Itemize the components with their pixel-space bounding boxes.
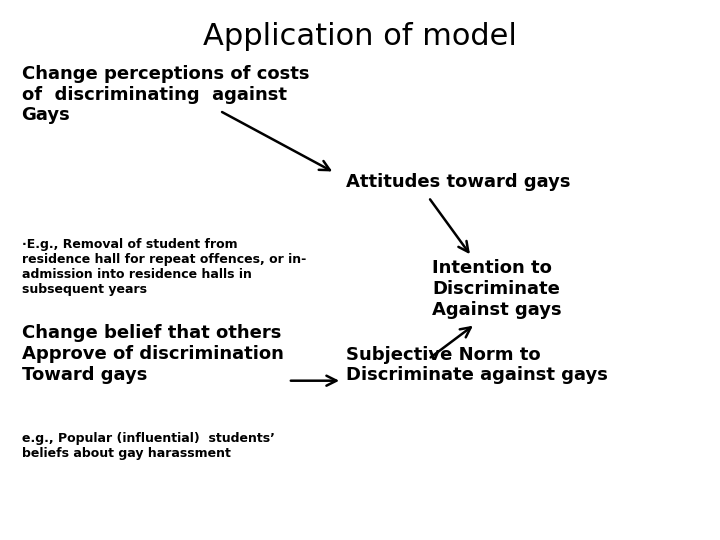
Text: Change perceptions of costs
of  discriminating  against
Gays: Change perceptions of costs of discrimin… [22,65,309,124]
Text: Application of model: Application of model [203,22,517,51]
Text: Attitudes toward gays: Attitudes toward gays [346,173,570,191]
Text: Intention to
Discriminate
Against gays: Intention to Discriminate Against gays [432,259,562,319]
Text: Subjective Norm to
Discriminate against gays: Subjective Norm to Discriminate against … [346,346,608,384]
Text: e.g., Popular (influential)  students’
beliefs about gay harassment: e.g., Popular (influential) students’ be… [22,432,274,460]
Text: ·E.g., Removal of student from
residence hall for repeat offences, or in-
admiss: ·E.g., Removal of student from residence… [22,238,306,295]
Text: Change belief that others
Approve of discrimination
Toward gays: Change belief that others Approve of dis… [22,324,284,383]
